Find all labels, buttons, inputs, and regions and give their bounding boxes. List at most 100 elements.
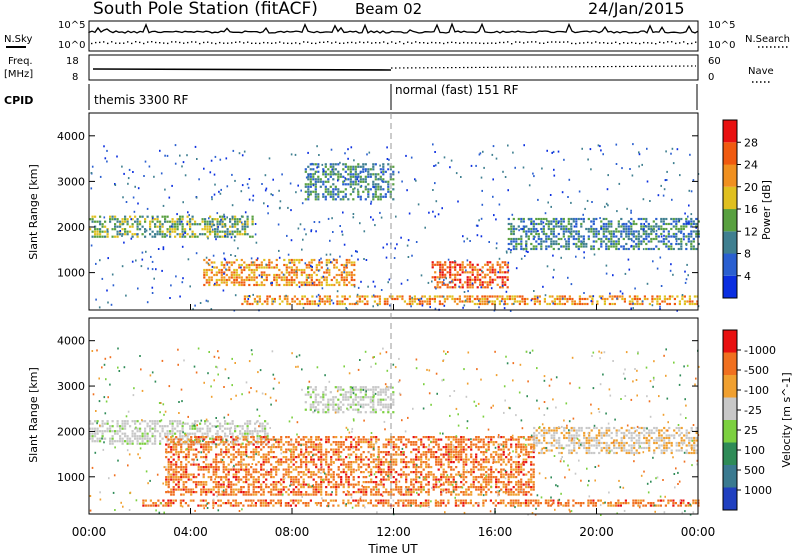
echo-cell xyxy=(578,295,581,298)
echo-speckle xyxy=(330,148,333,151)
echo-cell xyxy=(665,227,668,231)
echo-cell xyxy=(300,491,303,494)
echo-cell xyxy=(225,451,228,454)
echo-cell xyxy=(456,271,459,274)
echo-cell xyxy=(170,446,173,449)
echo-cell xyxy=(384,393,387,396)
echo-speckle xyxy=(503,307,506,310)
echo-speckle xyxy=(388,158,390,161)
echo-cell xyxy=(553,297,556,301)
echo-cell xyxy=(240,263,243,267)
echo-cell xyxy=(275,446,278,449)
echo-cell xyxy=(220,436,223,439)
echo-cell xyxy=(313,258,316,262)
echo-cell xyxy=(215,446,218,449)
echo-cell xyxy=(89,435,92,438)
echo-speckle xyxy=(651,229,654,231)
echo-cell xyxy=(199,430,202,433)
nsearch-point xyxy=(395,42,397,44)
echo-cell xyxy=(481,286,484,289)
echo-cell xyxy=(315,438,318,441)
echo-speckle xyxy=(624,272,627,275)
echo-cell xyxy=(233,283,236,287)
echo-cell xyxy=(205,468,208,471)
echo-cell xyxy=(225,261,228,264)
nsearch-point xyxy=(327,41,329,43)
echo-cell xyxy=(312,493,315,496)
echo-speckle xyxy=(321,287,324,290)
echo-speckle xyxy=(567,196,569,198)
echo-cell xyxy=(169,233,172,236)
echo-speckle xyxy=(663,188,666,191)
echo-cell xyxy=(156,420,159,423)
echo-cell xyxy=(506,286,509,289)
echo-cell xyxy=(335,486,338,489)
echo-cell xyxy=(229,230,232,233)
echo-cell xyxy=(315,436,318,439)
echo-cell xyxy=(287,471,290,474)
echo-cell xyxy=(642,217,645,221)
echo-cell xyxy=(237,491,240,494)
echo-cell xyxy=(352,478,355,481)
echo-speckle xyxy=(343,271,345,274)
echo-cell xyxy=(350,283,353,287)
echo-speckle xyxy=(128,168,131,171)
echo-cell xyxy=(446,286,449,289)
echo-cell xyxy=(325,276,328,279)
echo-cell xyxy=(667,240,670,243)
echo-cell xyxy=(347,173,350,176)
echo-speckle xyxy=(264,174,267,177)
echo-speckle xyxy=(466,259,469,262)
echo-speckle xyxy=(247,186,250,189)
echo-cell xyxy=(456,297,459,301)
nave-label: Nave xyxy=(748,66,774,77)
echo-cell xyxy=(230,453,233,456)
echo-speckle xyxy=(552,254,554,257)
echo-cell xyxy=(317,458,320,461)
echo-speckle xyxy=(672,273,674,276)
echo-cell xyxy=(353,261,356,264)
echo-cell xyxy=(209,230,212,233)
nsearch-point xyxy=(675,42,677,45)
echo-cell xyxy=(343,266,346,269)
date-label: 24/Jan/2015 xyxy=(588,0,685,18)
echo-cell xyxy=(305,461,308,464)
echo-cell xyxy=(362,491,365,494)
nsearch-point xyxy=(211,42,213,44)
echo-speckle xyxy=(175,275,177,278)
echo-cell xyxy=(355,458,358,461)
echo-cell xyxy=(377,198,380,201)
echo-cell xyxy=(335,273,338,277)
echo-cell xyxy=(146,437,149,440)
echo-cell xyxy=(537,235,540,238)
echo-cell xyxy=(260,283,263,287)
echo-cell xyxy=(332,403,335,406)
echo-cell xyxy=(282,456,285,459)
echo-cell xyxy=(601,297,604,301)
echo-cell xyxy=(658,297,661,301)
echo-cell xyxy=(161,215,164,218)
echo-cell xyxy=(350,446,353,449)
echo-cell xyxy=(600,242,603,246)
echo-speckle xyxy=(317,304,320,307)
echo-cell xyxy=(94,440,97,443)
echo-cell xyxy=(228,266,231,269)
echo-cell xyxy=(515,242,518,246)
echo-cell xyxy=(563,302,566,306)
echo-cell xyxy=(431,266,434,269)
echo-speckle xyxy=(533,290,535,292)
echo-cell xyxy=(400,473,403,476)
echo-cell xyxy=(300,448,303,451)
echo-speckle xyxy=(628,268,631,271)
echo-cell xyxy=(367,481,370,484)
echo-cell xyxy=(121,422,124,425)
echo-cell xyxy=(338,273,341,277)
echo-cell xyxy=(187,456,190,459)
echo-cell xyxy=(446,297,449,301)
echo-cell xyxy=(259,430,262,433)
echo-cell xyxy=(325,461,328,464)
echo-cell xyxy=(459,278,462,281)
echo-speckle xyxy=(552,150,555,153)
echo-cell xyxy=(367,396,370,399)
echo-cell xyxy=(632,240,635,243)
